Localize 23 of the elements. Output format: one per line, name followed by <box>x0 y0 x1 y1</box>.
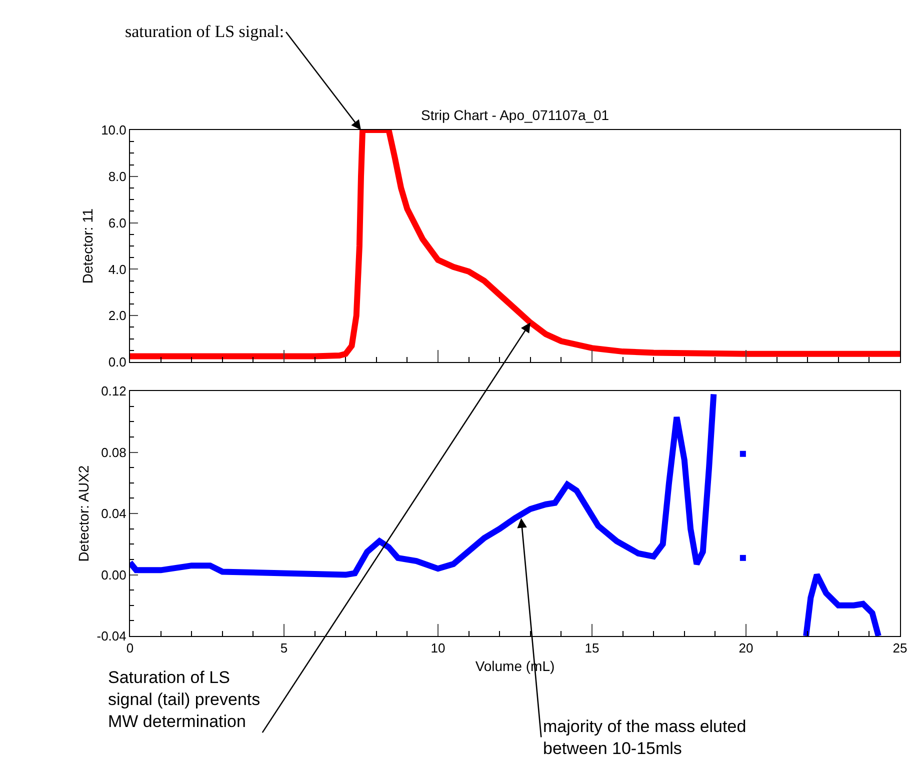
x-tick-label: 0 <box>126 640 134 656</box>
x-tick-label: 10 <box>430 640 446 656</box>
x-tick-label: 15 <box>584 640 600 656</box>
y-tick-label: 0.04 <box>101 506 126 522</box>
y-axis-title: Detector: 11 <box>80 208 96 284</box>
x-tick-label: 5 <box>280 640 288 656</box>
y-tick-label: 10.0 <box>101 122 126 138</box>
x-tick-label: 20 <box>738 640 754 656</box>
y-tick-label: 0.0 <box>108 354 126 370</box>
y-axis-title: Detector: AUX2 <box>75 465 92 562</box>
annotation: Saturation of LS signal (tail) prevents MW determination <box>108 668 260 732</box>
annotation: saturation of LS signal: <box>125 22 284 41</box>
y-tick-label: 6.0 <box>108 215 126 230</box>
y-tick-label: 8.0 <box>108 168 126 184</box>
x-tick-label: 25 <box>892 640 908 656</box>
y-tick-label: 4.0 <box>108 262 126 277</box>
y-tick-label: 0.00 <box>101 567 126 582</box>
annotation: majority of the mass eluted between 10-15mls <box>543 717 746 758</box>
chart-title: Strip Chart - Apo_071107a_01 <box>421 107 610 123</box>
y-tick-label: 0.08 <box>101 444 126 460</box>
y-tick-label: -0.04 <box>96 628 126 644</box>
y-tick-label: 0.12 <box>101 384 126 399</box>
y-tick-label: 2.0 <box>108 308 126 324</box>
